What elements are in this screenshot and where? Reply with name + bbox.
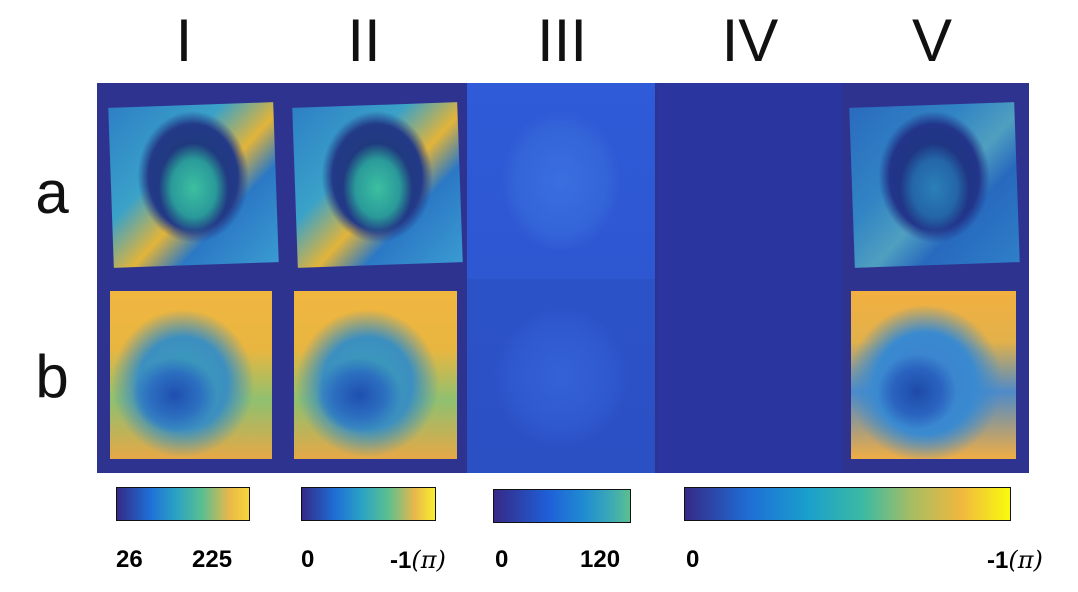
- tile-b-iv: [657, 279, 842, 473]
- column-label-i: I: [175, 7, 193, 74]
- colorbar-ii: [301, 487, 436, 521]
- tile-b-i: [110, 291, 272, 459]
- colorbar-iv-unit: (π): [1008, 546, 1043, 574]
- tile-b-ii: [294, 291, 457, 459]
- tile-a-v: [849, 102, 1020, 268]
- colorbar-iii-min: 0: [495, 546, 509, 573]
- colorbar-ii-max: -1: [390, 547, 412, 574]
- colorbar-ii-max-group: -1(π): [390, 543, 446, 578]
- colorbar-iii-max: 120: [580, 546, 621, 573]
- colorbar-iv: [684, 487, 1011, 521]
- tile-a-iii: [467, 83, 655, 279]
- tile-a-i: [108, 102, 279, 268]
- image-grid: [97, 83, 1029, 473]
- colorbar-iv-min: 0: [686, 546, 700, 573]
- tile-a-ii: [292, 102, 463, 268]
- column-label-ii: II: [347, 7, 381, 74]
- tile-b-v: [851, 291, 1016, 459]
- colorbar-i-max: 225: [192, 546, 233, 573]
- column-label-iv: IV: [721, 7, 779, 74]
- row-label-b: b: [35, 343, 69, 410]
- colorbar-i: [116, 487, 250, 521]
- colorbar-iii: [493, 489, 631, 523]
- colorbar-iv-max: -1: [987, 547, 1009, 574]
- row-label-a: a: [35, 159, 69, 226]
- tile-a-iv: [657, 83, 842, 279]
- colorbar-ii-unit: (π): [411, 546, 446, 574]
- colorbar-i-min: 26: [116, 546, 143, 573]
- colorbar-ii-min: 0: [301, 546, 315, 573]
- colorbar-iv-max-group: -1(π): [987, 543, 1043, 578]
- column-label-v: V: [911, 7, 953, 74]
- tile-b-iii: [467, 279, 655, 473]
- column-label-iii: III: [536, 7, 587, 74]
